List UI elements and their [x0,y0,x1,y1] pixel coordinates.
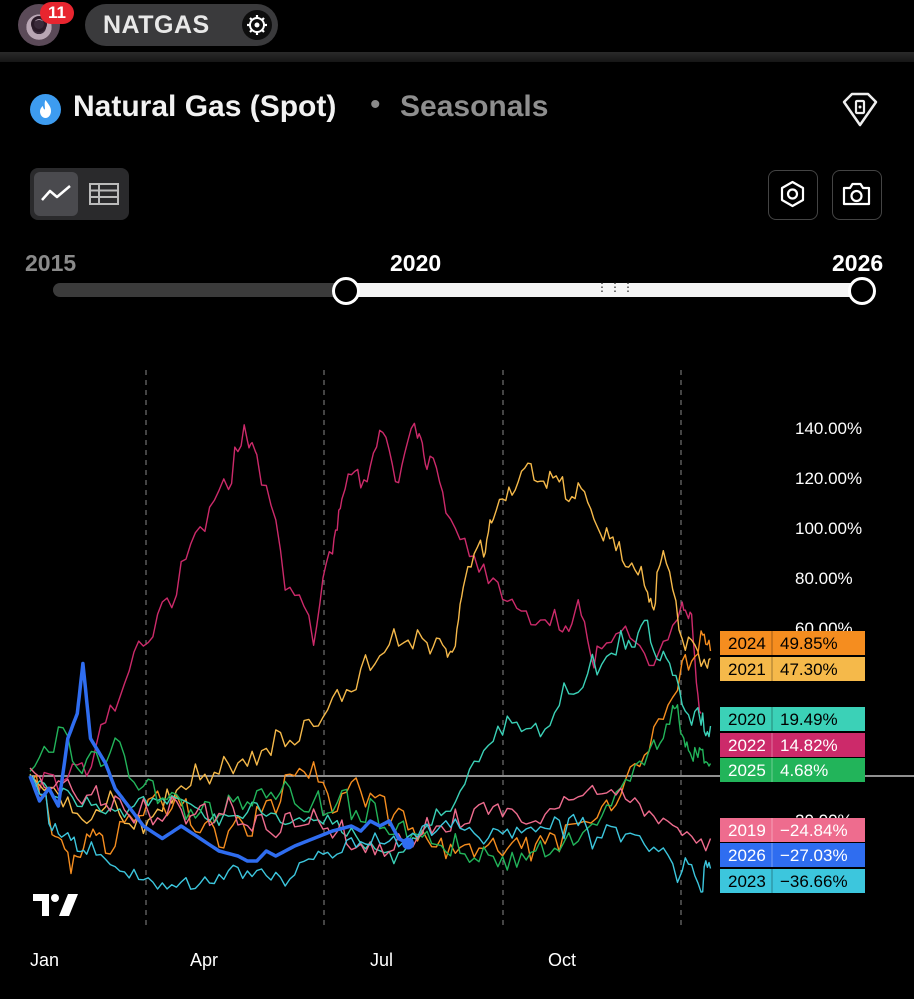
hexagon-settings-icon[interactable] [768,170,818,220]
legend-value: −24.84% [780,821,848,840]
x-tick-label: Jul [370,950,393,970]
legend-item-2022: 2022 14.82% [720,733,865,757]
legend-swatch [720,631,865,655]
notification-badge: 11 [40,2,74,24]
legend-value: 14.82% [780,736,838,755]
legend-swatch [720,758,865,782]
legend-value: 19.49% [780,710,838,729]
series-line-2026 [28,661,409,863]
legend-year: 2020 [728,710,766,729]
legend-item-2021: 2021 47.30% [720,657,865,681]
symbol-pill[interactable]: NATGAS [85,4,278,46]
view-subtitle: Seasonals [400,90,549,123]
legend-year: 2024 [728,634,766,653]
range-end-handle[interactable] [848,277,876,305]
legend-swatch [720,733,865,757]
legend-swatch [720,707,865,731]
range-end-label: 2026 [832,250,884,276]
legend-item-2019: 2019 −24.84% [720,818,865,842]
legend-item-2024: 2024 49.85% [720,631,865,655]
y-tick-label: 140.00% [795,419,862,438]
instrument-title: Natural Gas (Spot) [73,90,337,123]
series-line-2024 [29,630,712,875]
range-min-label: 2015 [25,250,77,276]
legend-value: 4.68% [780,761,828,780]
x-tick-label: Jan [30,950,59,970]
camera-icon[interactable] [832,170,882,220]
range-start-label: 2020 [390,250,442,276]
legend-swatch [720,869,865,893]
x-tick-label: Apr [190,950,218,970]
line-chart-icon[interactable] [34,172,78,216]
series-line-2020 [29,619,712,865]
legend-swatch [720,657,865,681]
year-range-selected[interactable] [345,283,861,297]
legend-year: 2025 [728,761,766,780]
y-tick-label: 120.00% [795,469,862,488]
table-icon[interactable] [82,172,126,216]
title-separator: • [370,88,381,121]
current-point-marker [402,837,415,850]
legend-item-2020: 2020 19.49% [720,707,865,731]
legend-item-2025: 2025 4.68% [720,758,865,782]
legend-year: 2026 [728,846,766,865]
legend-swatch [720,843,865,867]
legend-item-2026: 2026 −27.03% [720,843,865,867]
legend-item-2023: 2023 −36.66% [720,869,865,893]
series-line-2022 [29,422,702,792]
y-tick-label: 100.00% [795,519,862,538]
legend-value: −27.03% [780,846,848,865]
x-tick-label: Oct [548,950,576,970]
range-grip-icon[interactable]: ⋮⋮⋮ [596,280,635,294]
legend-year: 2021 [728,660,766,679]
legend-value: −36.66% [780,872,848,891]
legend-year: 2023 [728,872,766,891]
range-start-handle[interactable] [332,277,360,305]
top-bar: 11 NATGAS [0,0,914,52]
legend-year: 2022 [728,736,766,755]
series-line-2021 [29,462,711,835]
seasonals-chart[interactable]: 140.00%120.00%100.00%80.00%60.00%20.00%2… [0,330,914,999]
view-toggle [30,168,129,220]
series-line-2019 [29,767,712,857]
top-bar-divider [0,52,914,62]
settings-gear-icon[interactable] [242,10,272,40]
legend-value: 47.30% [780,660,838,679]
legend-value: 49.85% [780,634,838,653]
flame-icon [30,94,61,125]
series-line-2023 [29,775,712,893]
ticker-symbol: NATGAS [103,11,210,39]
tradingview-logo [33,892,79,918]
y-tick-label: 80.00% [795,569,853,588]
diamond-alert-icon[interactable] [840,92,880,128]
legend-swatch [720,818,865,842]
legend-year: 2019 [728,821,766,840]
